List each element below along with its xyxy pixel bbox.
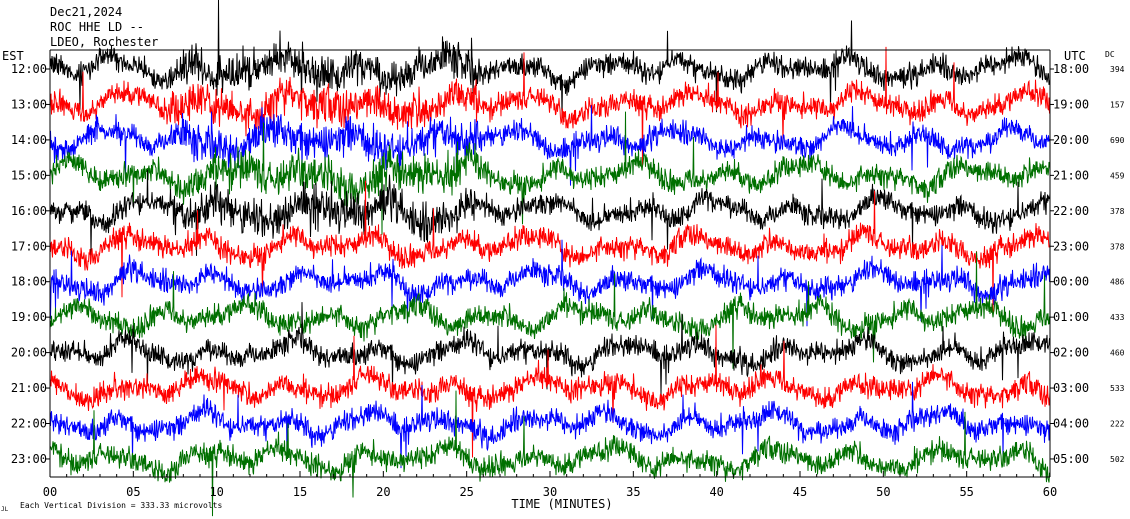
dc-label: DC <box>1105 50 1115 59</box>
trace-row-4 <box>49 111 1051 235</box>
x-tick-label: 50 <box>876 485 890 499</box>
x-tick-label: 60 <box>1043 485 1057 499</box>
dc-value: 459 <box>1110 171 1125 180</box>
left-axis-label: EST <box>2 49 24 63</box>
x-tick-label: 40 <box>709 485 723 499</box>
utc-tick-label: 19:00 <box>1053 97 1089 111</box>
right-axis-label: UTC <box>1064 49 1086 63</box>
x-tick-label: 05 <box>126 485 140 499</box>
trace-row-1 <box>49 0 1050 119</box>
est-tick-label: 20:00 <box>11 346 47 360</box>
x-tick-label: 45 <box>793 485 807 499</box>
x-tick-label: 20 <box>376 485 390 499</box>
trace-layer <box>49 0 1051 517</box>
dc-value: 460 <box>1110 349 1125 358</box>
est-tick-label: 17:00 <box>11 239 47 253</box>
trace-row-2 <box>49 46 1051 167</box>
x-tick-label: 25 <box>459 485 473 499</box>
trace-row-11 <box>49 381 1051 469</box>
est-tick-label: 22:00 <box>11 417 47 431</box>
utc-tick-label: 02:00 <box>1053 346 1089 360</box>
corner-mark: JL <box>1 506 9 513</box>
est-tick-label: 16:00 <box>11 204 47 218</box>
utc-tick-label: 21:00 <box>1053 168 1089 182</box>
header-network: LDEO, Rochester <box>50 35 158 49</box>
dc-value: 690 <box>1110 136 1125 145</box>
est-tick-label: 12:00 <box>11 62 47 76</box>
est-tick-label: 23:00 <box>11 452 47 466</box>
x-tick-label: 35 <box>626 485 640 499</box>
dc-value: 502 <box>1110 455 1125 464</box>
utc-tick-label: 01:00 <box>1053 310 1089 324</box>
header-date: Dec21,2024 <box>50 5 122 19</box>
trace-row-3 <box>49 105 1051 186</box>
label-layer: 12:00 18:00 394 13:00 19:00 157 14:00 20:00 690 1… <box>11 62 1125 499</box>
est-tick-label: 14:00 <box>11 133 47 147</box>
utc-tick-label: 22:00 <box>1053 204 1089 218</box>
plot-frame <box>46 49 1054 478</box>
est-tick-label: 21:00 <box>11 381 47 395</box>
dc-value: 378 <box>1110 242 1125 251</box>
trace-row-7 <box>49 239 1051 327</box>
dc-value: 157 <box>1110 100 1125 109</box>
trace-row-12 <box>49 390 1051 517</box>
trace-row-8 <box>49 251 1051 369</box>
x-axis-title: TIME (MINUTES) <box>511 497 612 511</box>
x-tick-label: 15 <box>293 485 307 499</box>
scale-note: Each Vertical Division = 333.33 microvol… <box>20 501 222 510</box>
utc-tick-label: 18:00 <box>1053 62 1089 76</box>
utc-tick-label: 23:00 <box>1053 239 1089 253</box>
utc-tick-label: 00:00 <box>1053 275 1089 289</box>
x-tick-label: 00 <box>43 485 57 499</box>
est-tick-label: 15:00 <box>11 168 47 182</box>
dc-value: 394 <box>1110 65 1125 74</box>
dc-value: 222 <box>1110 420 1125 429</box>
utc-tick-label: 04:00 <box>1053 417 1089 431</box>
dc-value: 433 <box>1110 313 1125 322</box>
utc-tick-label: 03:00 <box>1053 381 1089 395</box>
trace-row-5 <box>49 169 1051 256</box>
x-tick-label: 30 <box>543 485 557 499</box>
trace-row-9 <box>49 302 1051 396</box>
est-tick-label: 13:00 <box>11 97 47 111</box>
dc-value: 378 <box>1110 207 1125 216</box>
header-station: ROC HHE LD -- <box>50 20 144 34</box>
est-tick-label: 18:00 <box>11 275 47 289</box>
est-tick-label: 19:00 <box>11 310 47 324</box>
x-tick-label: 55 <box>959 485 973 499</box>
utc-tick-label: 05:00 <box>1053 452 1089 466</box>
trace-row-10 <box>49 324 1051 458</box>
dc-value: 486 <box>1110 278 1125 287</box>
trace-row-6 <box>49 180 1051 314</box>
x-tick-label: 10 <box>209 485 223 499</box>
dc-value: 533 <box>1110 384 1125 393</box>
utc-tick-label: 20:00 <box>1053 133 1089 147</box>
